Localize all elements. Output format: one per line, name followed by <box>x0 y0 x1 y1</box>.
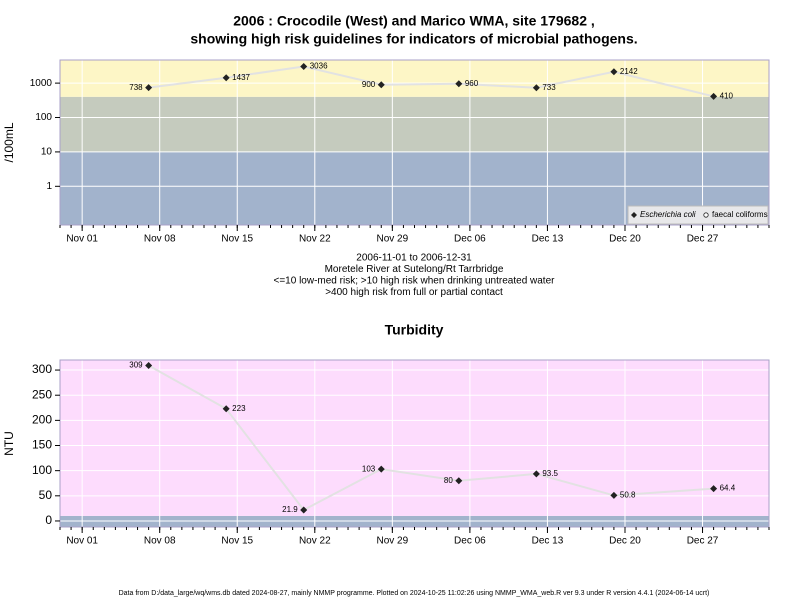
data-label: 733 <box>542 83 556 92</box>
data-point <box>377 465 385 473</box>
data-label: 64.4 <box>720 484 736 493</box>
risk-band <box>60 360 769 516</box>
x-tick-label: Nov 01 <box>66 234 98 245</box>
data-label: 93.5 <box>542 469 558 478</box>
data-point <box>145 84 153 92</box>
data-point <box>300 506 308 514</box>
data-label: 80 <box>444 476 453 485</box>
footnote: Data from D:/data_large/wq/wms.db dated … <box>119 590 710 597</box>
data-point <box>455 477 463 485</box>
data-point <box>710 92 718 100</box>
note: >400 high risk from full or partial cont… <box>325 287 503 298</box>
x-tick-label: Dec 27 <box>687 234 719 245</box>
legend-marker <box>631 212 637 218</box>
x-tick-label: Nov 29 <box>377 536 409 547</box>
data-label: 738 <box>129 83 143 92</box>
legend-box <box>627 205 769 225</box>
chart-title: showing high risk guidelines for indicat… <box>190 31 637 47</box>
y-tick-label: 10 <box>41 147 53 158</box>
x-tick-label: Dec 20 <box>609 536 641 547</box>
data-point <box>377 81 385 89</box>
y-tick-label: 100 <box>32 463 52 477</box>
data-label: 21.9 <box>282 505 298 514</box>
data-point <box>300 63 308 71</box>
x-tick-label: Nov 22 <box>299 536 331 547</box>
x-tick-label: Nov 08 <box>144 536 176 547</box>
y-tick-label: 300 <box>32 362 52 376</box>
data-point <box>455 80 463 88</box>
x-tick-label: Dec 27 <box>687 536 719 547</box>
x-tick-label: Nov 15 <box>221 536 253 547</box>
data-point <box>610 68 618 76</box>
data-label: 223 <box>232 404 246 413</box>
data-point <box>145 362 153 370</box>
data-label: 410 <box>720 92 734 101</box>
note: 2006-11-01 to 2006-12-31 <box>356 253 472 264</box>
risk-band <box>60 60 769 97</box>
data-label: 103 <box>362 464 376 473</box>
y-tick-label: 150 <box>32 438 52 452</box>
x-tick-label: Dec 06 <box>454 234 486 245</box>
y-tick-label: 250 <box>32 387 52 401</box>
x-tick-label: Dec 20 <box>609 234 641 245</box>
note: Moretele River at Sutelong/Rt Tarrbridge <box>325 264 504 275</box>
legend-marker <box>703 212 709 218</box>
data-label: 309 <box>129 361 143 370</box>
x-tick-label: Dec 13 <box>532 234 564 245</box>
x-tick-label: Dec 13 <box>532 536 564 547</box>
note: <=10 low-med risk; >10 high risk when dr… <box>274 276 556 287</box>
legend-label: Escherichia coli <box>640 210 696 219</box>
risk-band <box>60 96 769 152</box>
data-point <box>222 405 230 413</box>
y-tick-label: 200 <box>32 413 52 427</box>
data-label: 960 <box>465 79 479 88</box>
data-label: 2142 <box>620 67 638 76</box>
y-axis-label: NTU <box>2 431 16 456</box>
data-point <box>610 491 618 499</box>
data-label: 3036 <box>310 62 328 71</box>
legend-label: faecal coliforms <box>712 210 768 219</box>
y-tick-label: 1 <box>46 181 52 192</box>
data-point <box>532 470 540 478</box>
data-label: 1437 <box>232 73 250 82</box>
x-tick-label: Nov 01 <box>66 536 98 547</box>
data-label: 50.8 <box>620 491 636 500</box>
data-point <box>710 485 718 493</box>
chart-title: Turbidity <box>385 322 444 338</box>
data-point <box>532 84 540 92</box>
y-tick-label: 100 <box>35 112 52 123</box>
risk-band <box>60 515 769 527</box>
data-point <box>222 74 230 82</box>
series-line <box>148 65 714 98</box>
y-axis-label: /100mL <box>2 122 16 162</box>
x-tick-label: Nov 29 <box>377 234 409 245</box>
y-tick-label: 1000 <box>30 78 53 89</box>
chart-title: 2006 : Crocodile (West) and Marico WMA, … <box>233 13 595 29</box>
x-tick-label: Nov 15 <box>221 234 253 245</box>
y-tick-label: 50 <box>39 488 53 502</box>
x-tick-label: Nov 08 <box>144 234 176 245</box>
x-tick-label: Dec 06 <box>454 536 486 547</box>
series-line <box>148 364 714 512</box>
data-label: 900 <box>362 80 376 89</box>
y-tick-label: 0 <box>45 513 52 527</box>
x-tick-label: Nov 22 <box>299 234 331 245</box>
